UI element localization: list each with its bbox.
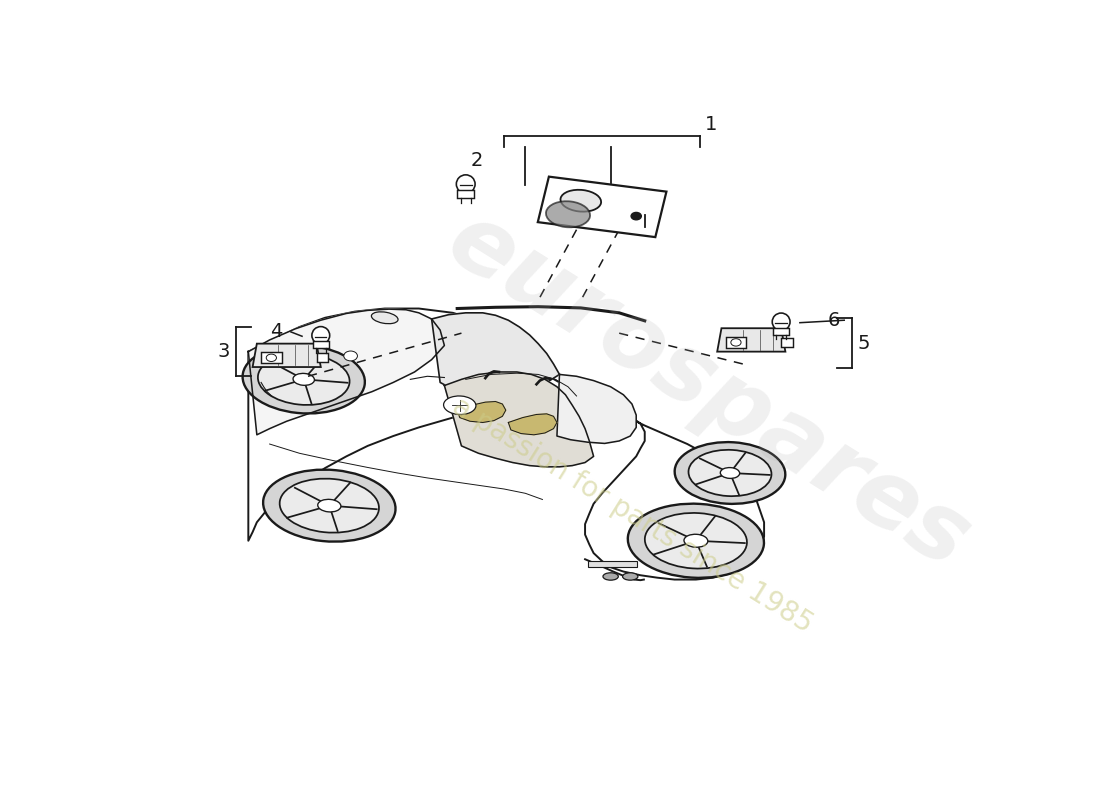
Ellipse shape xyxy=(772,313,790,330)
Ellipse shape xyxy=(257,354,350,405)
Ellipse shape xyxy=(674,442,785,504)
Polygon shape xyxy=(557,374,636,443)
Circle shape xyxy=(344,351,358,361)
Ellipse shape xyxy=(456,175,475,194)
Bar xyxy=(458,190,474,198)
Ellipse shape xyxy=(628,504,764,578)
Ellipse shape xyxy=(645,513,747,569)
Ellipse shape xyxy=(293,374,315,386)
Polygon shape xyxy=(508,414,557,435)
Text: 3: 3 xyxy=(217,342,230,361)
Ellipse shape xyxy=(443,396,476,414)
Ellipse shape xyxy=(603,573,618,580)
Bar xyxy=(261,352,282,363)
Polygon shape xyxy=(253,344,321,367)
Polygon shape xyxy=(538,177,667,237)
Polygon shape xyxy=(458,402,506,422)
Text: 1: 1 xyxy=(704,115,717,134)
Text: a passion for parts since 1985: a passion for parts since 1985 xyxy=(447,392,817,638)
Polygon shape xyxy=(444,372,594,467)
Ellipse shape xyxy=(312,326,330,344)
Ellipse shape xyxy=(372,312,398,324)
Ellipse shape xyxy=(720,467,739,478)
Ellipse shape xyxy=(623,573,638,580)
Bar xyxy=(781,338,793,346)
Bar xyxy=(587,561,637,567)
Ellipse shape xyxy=(689,450,771,496)
Text: 6: 6 xyxy=(827,310,840,330)
Ellipse shape xyxy=(684,534,707,547)
Polygon shape xyxy=(249,309,764,579)
Bar xyxy=(726,337,746,348)
Ellipse shape xyxy=(318,499,341,512)
Circle shape xyxy=(266,354,276,362)
Bar xyxy=(773,328,789,334)
Polygon shape xyxy=(717,328,785,352)
Ellipse shape xyxy=(279,478,379,533)
Text: 5: 5 xyxy=(858,334,870,353)
Ellipse shape xyxy=(263,470,396,542)
Text: 4: 4 xyxy=(270,322,282,342)
Bar xyxy=(312,342,329,348)
Circle shape xyxy=(730,338,741,346)
Ellipse shape xyxy=(561,190,601,212)
Polygon shape xyxy=(249,309,444,435)
Circle shape xyxy=(631,213,641,220)
Text: 2: 2 xyxy=(471,151,483,170)
Polygon shape xyxy=(431,313,560,394)
Text: eurospares: eurospares xyxy=(431,194,987,589)
Bar xyxy=(317,354,329,362)
Ellipse shape xyxy=(243,346,365,414)
Ellipse shape xyxy=(546,202,590,227)
